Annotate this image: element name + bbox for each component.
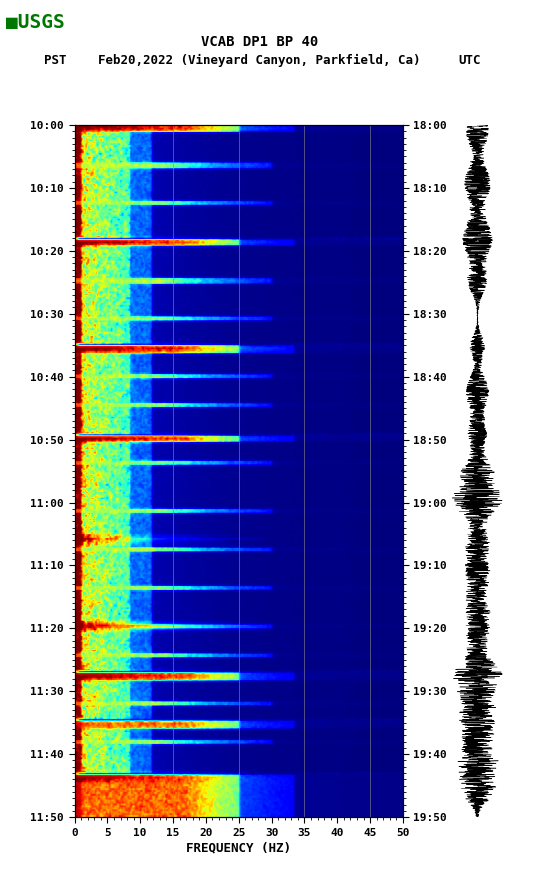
Text: PST: PST <box>44 54 67 67</box>
X-axis label: FREQUENCY (HZ): FREQUENCY (HZ) <box>186 842 291 855</box>
Text: ■USGS: ■USGS <box>6 13 64 32</box>
Text: VCAB DP1 BP 40: VCAB DP1 BP 40 <box>201 35 318 49</box>
Text: Feb20,2022 (Vineyard Canyon, Parkfield, Ca): Feb20,2022 (Vineyard Canyon, Parkfield, … <box>98 54 421 67</box>
Text: UTC: UTC <box>458 54 480 67</box>
